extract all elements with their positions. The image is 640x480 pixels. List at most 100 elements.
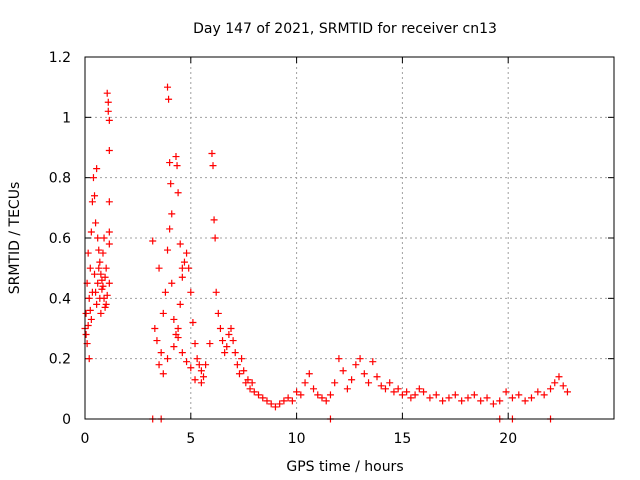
data-point [98,285,106,293]
data-point [352,361,360,369]
data-point [238,355,246,363]
data-point [343,385,351,393]
data-point [191,376,199,384]
data-point [555,373,563,381]
y-tick-label: 0.4 [49,291,71,307]
data-point [101,303,109,311]
data-point [288,397,296,405]
data-point [221,349,229,357]
data-point [166,225,174,233]
data-point [276,400,284,408]
data-point [199,373,207,381]
data-point [93,300,101,308]
data-point [164,246,172,254]
data-point [547,385,555,393]
y-axis-label: SRMTID / TECUs [7,182,23,295]
data-point [97,270,105,278]
y-tick-label: 1 [62,110,71,126]
data-point [483,394,491,402]
data-point [85,294,93,302]
data-point [94,279,102,287]
data-point [458,397,466,405]
data-point [176,300,184,308]
data-point [193,355,201,363]
data-point [91,192,99,200]
data-point [233,361,241,369]
x-axis-label: GPS time / hours [286,459,403,475]
data-point [101,273,109,281]
data-point [231,349,239,357]
data-point [527,394,535,402]
data-point [322,397,330,405]
data-point [386,379,394,387]
data-point [271,403,279,411]
data-point [415,385,423,393]
data-point [157,349,165,357]
data-point [94,234,102,242]
data-point [212,288,220,296]
data-point [515,391,523,399]
data-point [88,288,96,296]
data-point [155,264,163,272]
data-point [197,379,205,387]
data-point [244,376,252,384]
y-tick-label: 1.2 [49,50,71,66]
data-point [267,400,275,408]
data-point [168,210,176,218]
data-point [214,309,222,317]
data-point [92,219,100,227]
data-point [229,337,237,345]
data-point [174,189,182,197]
y-tick-label: 0.2 [49,352,71,368]
data-point [206,340,214,348]
grid [85,57,614,419]
data-point [335,355,343,363]
data-point [189,318,197,326]
data-point [178,273,186,281]
data-point [105,228,113,236]
data-point [168,279,176,287]
data-point [151,325,159,332]
y-tick-label: 0 [62,412,71,428]
data-point [164,355,172,363]
data-point [445,394,453,402]
data-point [202,361,210,369]
data-point [99,249,107,257]
data-point [540,391,548,399]
data-point [86,306,94,314]
data-point [98,276,106,284]
data-point [246,385,254,393]
data-point [82,331,90,339]
data-point [305,370,313,378]
data-point [187,364,195,372]
plot-frame [84,56,615,420]
data-point [508,394,516,402]
x-tick-label: 10 [288,431,306,447]
axis-ticks: 0 5 10 15 20 0 0.2 0.4 0.6 0.8 1 1.2 [49,50,614,447]
data-point [390,388,398,396]
data-point [105,147,113,155]
data-point [369,358,377,366]
data-point [551,379,559,387]
data-point [93,165,101,173]
data-point [451,391,459,399]
data-point [381,385,389,393]
data-point [563,388,571,396]
data-point [183,358,191,366]
data-point [477,397,485,405]
data-point [105,279,113,287]
data-point [191,340,199,348]
data-point [235,370,243,378]
data-point [155,361,163,369]
data-point [398,391,406,399]
x-tick-label: 20 [499,431,517,447]
data-point [187,288,195,296]
data-point [103,89,111,97]
chart-title: Day 147 of 2021, SRMTID for receiver cn1… [193,21,497,37]
data-point [153,337,161,345]
data-point [263,397,271,405]
data-point [99,282,107,290]
data-point [172,153,180,161]
data-point [219,337,227,345]
data-point [403,388,411,396]
